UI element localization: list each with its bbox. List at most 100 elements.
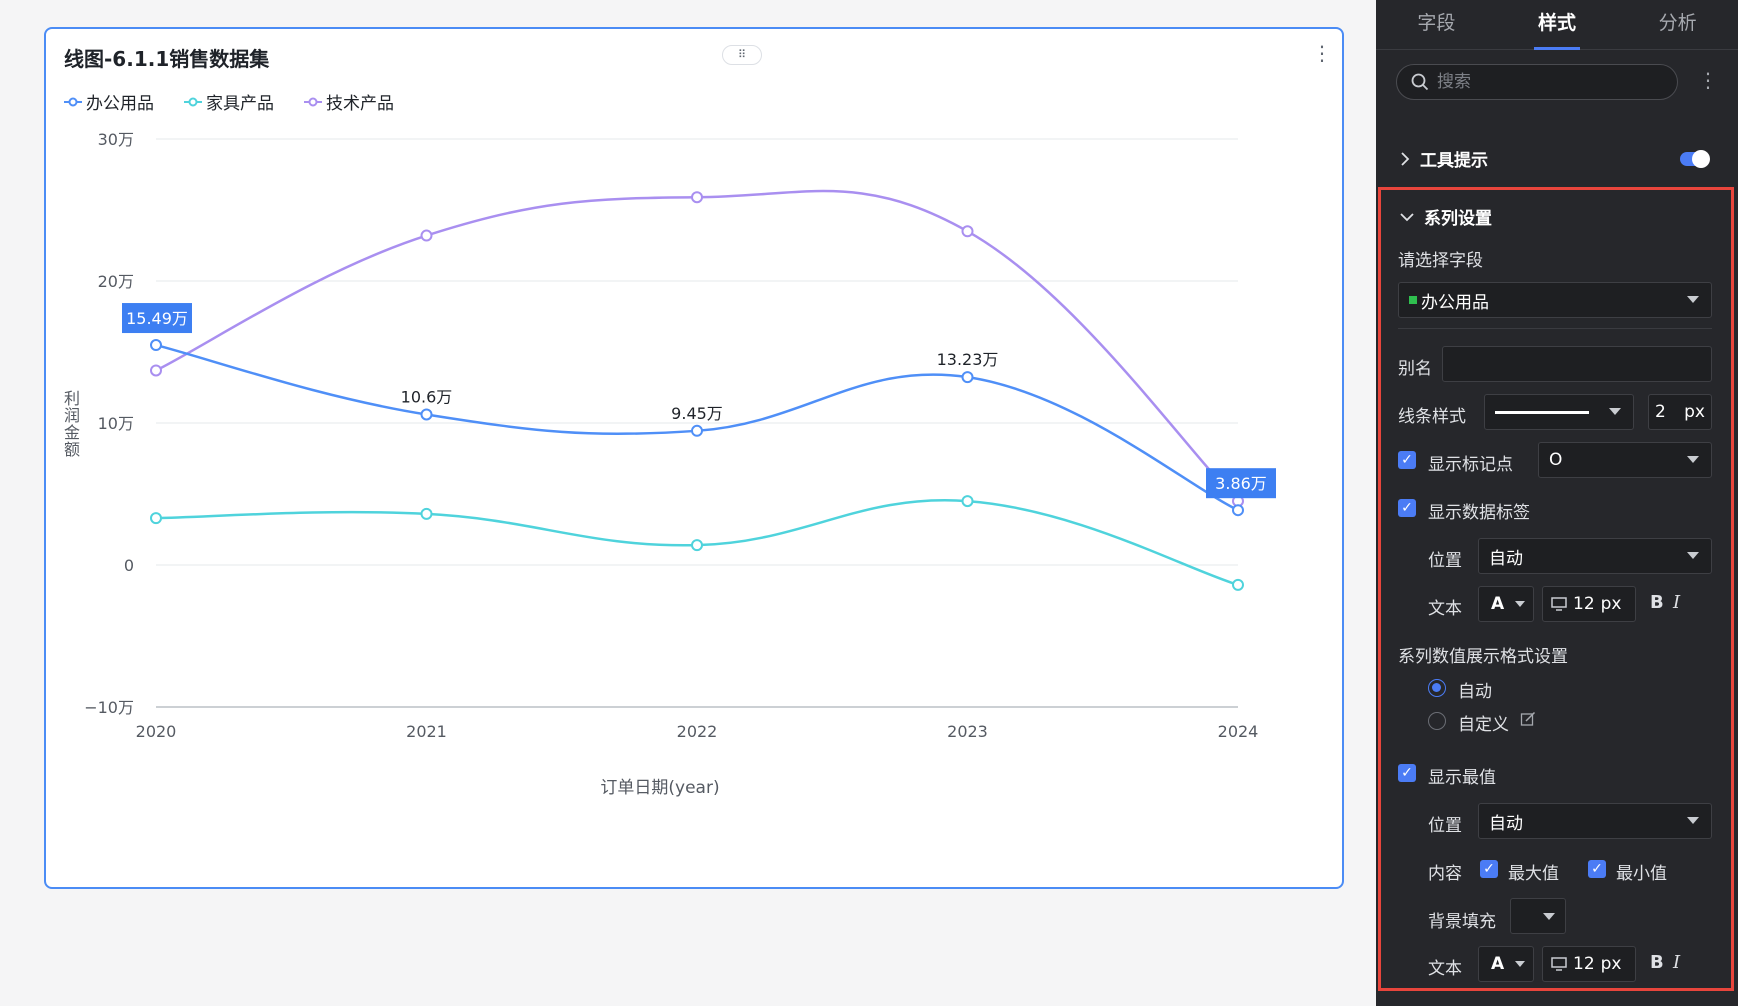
label-position-select[interactable]: 自动 (1478, 538, 1712, 574)
tooltip-section-header[interactable]: 工具提示 (1400, 146, 1488, 171)
data-point-tech[interactable] (961, 225, 974, 238)
show-marker-label: 显示标记点 (1428, 455, 1513, 475)
line-style-label: 线条样式 (1398, 407, 1466, 427)
italic-button[interactable]: I (1673, 952, 1681, 973)
extreme-content-label: 内容 (1428, 864, 1462, 884)
font-size-value: 12 (1573, 594, 1595, 614)
data-point-furniture[interactable] (961, 495, 974, 508)
data-label: 13.23万 (937, 350, 999, 369)
drag-handle-icon[interactable]: ⠿ (722, 45, 762, 65)
caret-down-icon (1543, 913, 1555, 920)
max-value-checkbox[interactable]: ✓ (1480, 860, 1498, 878)
series-field-select[interactable]: 办公用品 (1398, 282, 1712, 318)
caret-down-icon (1515, 961, 1525, 967)
italic-button[interactable]: I (1673, 592, 1681, 613)
series-section-header[interactable]: 系列设置 (1400, 204, 1492, 229)
line-style-preview (1495, 410, 1589, 414)
y-tick-label: 10万 (98, 414, 134, 433)
data-point-office[interactable] (961, 371, 974, 384)
monitor-icon (1551, 597, 1567, 611)
data-point-office[interactable] (1232, 504, 1244, 517)
chevron-right-icon (1401, 151, 1410, 166)
more-options-icon[interactable]: ⋮ (1312, 41, 1332, 65)
marker-shape-select[interactable]: O (1538, 442, 1712, 478)
y-tick-label: −10万 (84, 698, 134, 717)
font-color-select[interactable]: A (1478, 586, 1534, 622)
label-position-value: 自动 (1489, 548, 1523, 569)
font-size-input[interactable]: 12 px (1542, 586, 1636, 622)
series-section-title: 系列设置 (1424, 209, 1492, 229)
data-point-tech[interactable] (691, 191, 703, 204)
format-custom-radio[interactable] (1428, 712, 1446, 730)
data-point-office[interactable] (420, 408, 433, 421)
bg-fill-label: 背景填充 (1428, 912, 1496, 932)
chart-card[interactable]: 30万 20万 10万 0 −10万 2020 2021 2022 2023 2024 15.4… (44, 27, 1344, 889)
extreme-position-select[interactable]: 自动 (1478, 803, 1712, 839)
line-width-unit: px (1684, 402, 1705, 422)
data-labels: 15.49万 10.6万 9.45万 13.23万 3.86万 (122, 303, 1276, 499)
x-tick-label: 2024 (1218, 722, 1259, 741)
marker-shape-value: O (1549, 450, 1563, 470)
data-point-tech[interactable] (150, 364, 162, 377)
tooltip-toggle[interactable] (1680, 150, 1710, 168)
format-auto-radio[interactable] (1428, 679, 1446, 697)
y-tick-label: 20万 (98, 272, 134, 291)
data-point-furniture[interactable] (691, 539, 703, 552)
chevron-down-icon (1400, 212, 1414, 221)
chart-legend: 办公用品 家具产品 技术产品 (64, 89, 394, 114)
show-data-label-checkbox[interactable]: ✓ (1398, 499, 1416, 517)
series-line-tech (155, 189, 1239, 502)
search-input[interactable] (1437, 72, 1657, 92)
number-format-label: 系列数值展示格式设置 (1398, 647, 1568, 667)
data-label: 9.45万 (671, 404, 723, 423)
line-chart: 30万 20万 10万 0 −10万 2020 2021 2022 2023 2024 15.4… (64, 130, 1276, 798)
legend-item-tech[interactable]: 技术产品 (304, 89, 394, 114)
y-tick-label: 30万 (98, 130, 134, 149)
legend-item-office[interactable]: 办公用品 (64, 89, 154, 114)
edit-icon[interactable] (1520, 711, 1536, 727)
line-style-select[interactable] (1484, 394, 1634, 430)
caret-down-icon (1687, 296, 1699, 303)
alias-input[interactable] (1442, 346, 1712, 382)
extreme-position-value: 自动 (1489, 813, 1523, 834)
x-axis-title: 订单日期(year) (600, 778, 719, 798)
legend-label: 办公用品 (86, 94, 154, 114)
bold-button[interactable]: B (1650, 952, 1664, 973)
legend-item-furniture[interactable]: 家具产品 (184, 89, 274, 114)
extreme-font-size-input[interactable]: 12 px (1542, 946, 1636, 982)
chart-title: 线图-6.1.1销售数据集 (64, 47, 270, 71)
x-axis-ticks: 2020 2021 2022 2023 2024 (136, 722, 1259, 741)
data-point-office[interactable] (150, 339, 162, 352)
show-extreme-checkbox[interactable]: ✓ (1398, 764, 1416, 782)
caret-down-icon (1687, 552, 1699, 559)
tab-fields[interactable]: 字段 (1417, 11, 1456, 34)
data-point-office[interactable] (691, 424, 703, 437)
line-width-input[interactable]: 2 px (1648, 394, 1712, 430)
legend-marker-icon (304, 97, 322, 106)
legend-marker-icon (64, 97, 82, 106)
panel-more-icon[interactable]: ⋮ (1698, 68, 1718, 92)
label-text-label: 文本 (1428, 599, 1462, 619)
selected-field-value: 办公用品 (1421, 292, 1489, 313)
caret-down-icon (1609, 408, 1621, 415)
show-marker-checkbox[interactable]: ✓ (1398, 451, 1416, 469)
bg-fill-select[interactable] (1510, 898, 1566, 934)
min-value-checkbox[interactable]: ✓ (1588, 860, 1606, 878)
divider (1398, 328, 1712, 329)
max-value-label: 最大值 (1508, 864, 1559, 884)
y-tick-label: 0 (124, 556, 134, 575)
tab-style[interactable]: 样式 (1530, 0, 1584, 50)
y-axis-title-char: 利 (64, 389, 80, 408)
show-data-label-label: 显示数据标签 (1428, 503, 1530, 523)
data-point-furniture[interactable] (1232, 578, 1244, 591)
y-axis-title-char: 润 (64, 406, 80, 425)
extreme-font-color-select[interactable]: A (1478, 946, 1534, 982)
extreme-text-label: 文本 (1428, 959, 1462, 979)
data-point-furniture[interactable] (420, 507, 433, 520)
data-point-tech[interactable] (420, 229, 433, 242)
x-tick-label: 2021 (406, 722, 447, 741)
data-point-furniture[interactable] (150, 512, 162, 525)
search-box[interactable] (1396, 64, 1678, 100)
bold-button[interactable]: B (1650, 592, 1664, 613)
tab-analysis[interactable]: 分析 (1658, 11, 1697, 34)
